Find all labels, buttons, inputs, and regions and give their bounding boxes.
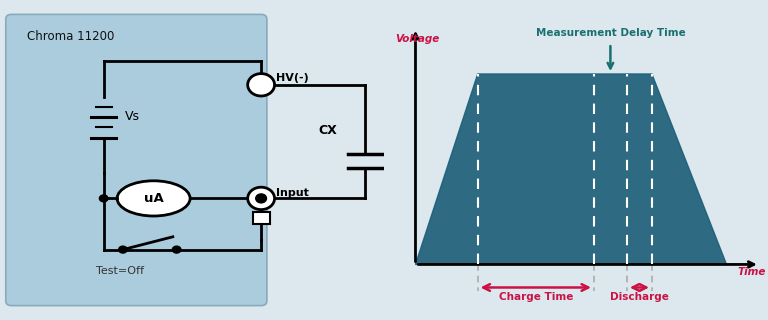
Text: CX: CX — [319, 124, 337, 137]
Circle shape — [247, 187, 275, 210]
Text: Discharge: Discharge — [610, 292, 669, 302]
Text: Measurement Delay Time: Measurement Delay Time — [535, 28, 685, 37]
Text: uA: uA — [144, 192, 164, 205]
Circle shape — [118, 245, 128, 254]
Bar — [253, 212, 270, 224]
Circle shape — [256, 194, 266, 203]
Ellipse shape — [117, 181, 190, 216]
Text: HV(-): HV(-) — [276, 73, 310, 84]
Text: Voltage: Voltage — [395, 34, 439, 44]
Text: Chroma 11200: Chroma 11200 — [27, 30, 114, 44]
Text: Charge Time: Charge Time — [498, 292, 573, 302]
Text: Input: Input — [276, 188, 310, 198]
Polygon shape — [415, 74, 727, 264]
Text: Test=Off: Test=Off — [96, 266, 144, 276]
Circle shape — [247, 74, 275, 96]
Circle shape — [172, 245, 181, 254]
Circle shape — [98, 194, 109, 203]
Text: Time: Time — [737, 267, 766, 277]
Text: Vs: Vs — [124, 110, 140, 123]
FancyBboxPatch shape — [6, 14, 267, 306]
